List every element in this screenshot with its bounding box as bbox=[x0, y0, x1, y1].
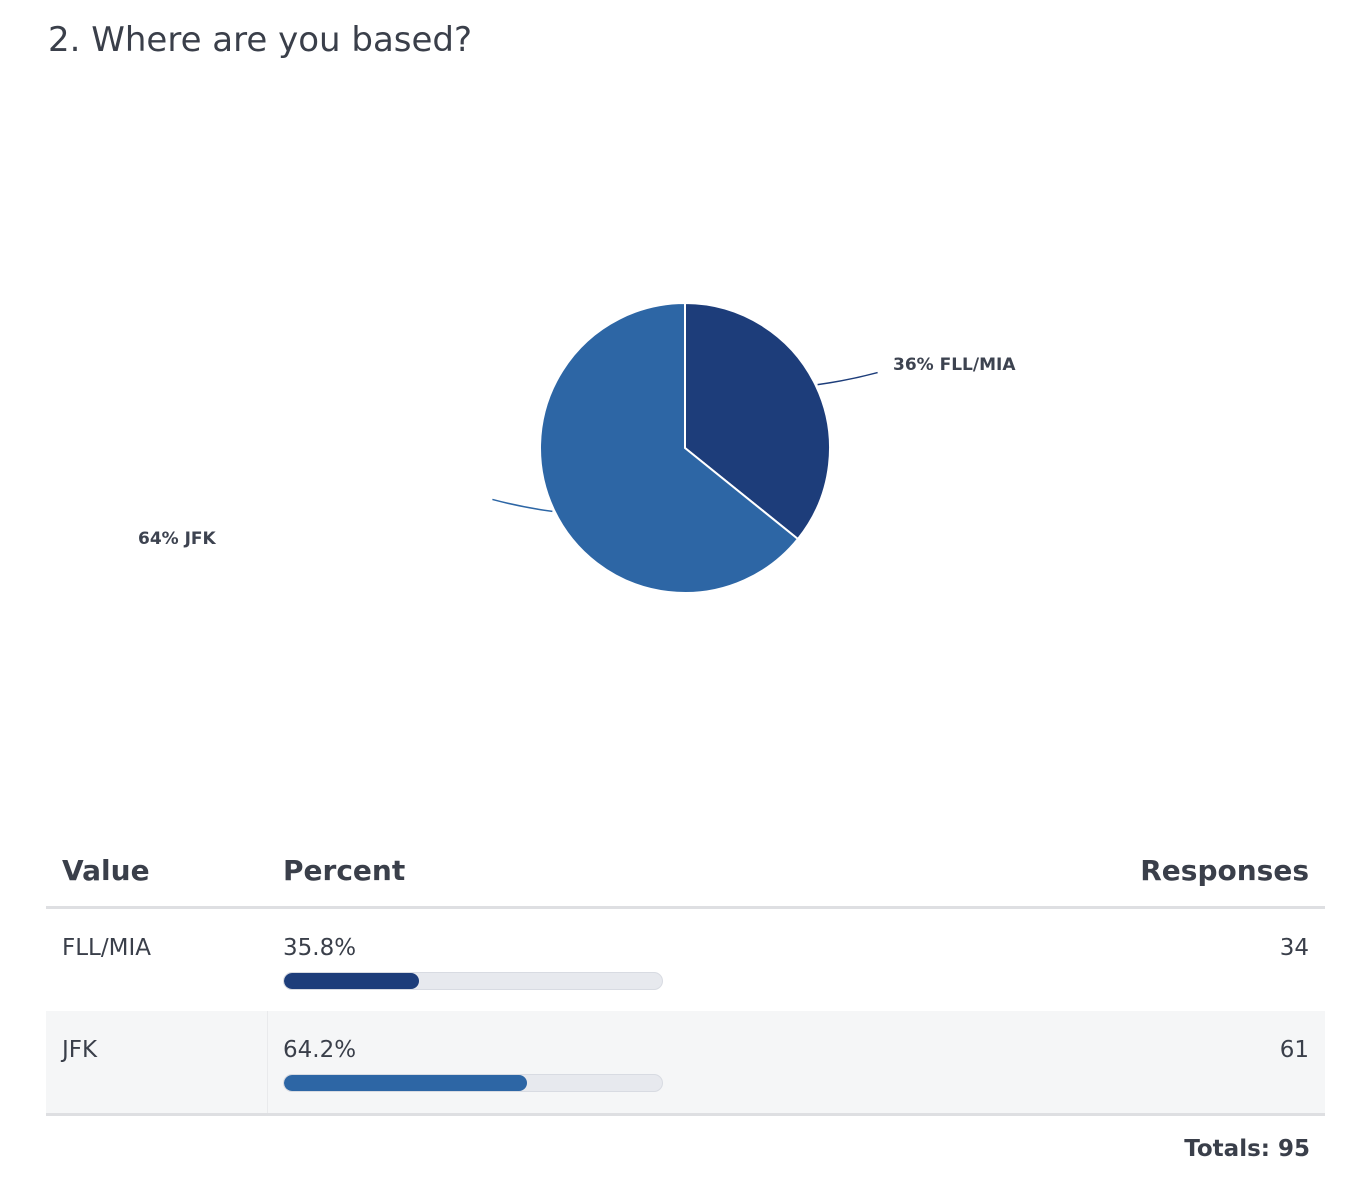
pie-label-fll-mia: 36% FLL/MIA bbox=[893, 355, 1016, 375]
question-title: 2. Where are you based? bbox=[48, 20, 473, 60]
leader-line-jfk bbox=[492, 498, 553, 513]
pie-label-jfk: 64% JFK bbox=[138, 529, 217, 549]
table-row: FLL/MIA 35.8% 34 bbox=[46, 909, 1325, 1011]
table-row: JFK 64.2% 61 bbox=[46, 1011, 1325, 1113]
row-responses: 61 bbox=[1279, 1037, 1309, 1063]
table-bottom-border bbox=[46, 1113, 1325, 1116]
row-responses: 34 bbox=[1279, 935, 1309, 961]
header-value: Value bbox=[62, 854, 150, 887]
leader-line-fll-mia bbox=[817, 371, 878, 386]
pie-slice-jfk bbox=[539, 301, 800, 594]
column-divider bbox=[267, 1011, 268, 1113]
pie-chart: 36% FLL/MIA 64% JFK bbox=[138, 301, 1016, 594]
percent-bar-fill bbox=[284, 973, 420, 989]
percent-bar bbox=[283, 1074, 663, 1092]
header-responses: Responses bbox=[1140, 854, 1309, 887]
header-percent: Percent bbox=[283, 854, 406, 887]
row-value: FLL/MIA bbox=[62, 935, 151, 961]
pie-slice-fll-mia bbox=[684, 301, 831, 541]
row-percent: 35.8% bbox=[283, 935, 357, 961]
results-table: Value Percent Responses FLL/MIA 35.8% 34… bbox=[46, 840, 1325, 1116]
totals: Totals: 95 bbox=[1184, 1136, 1310, 1162]
row-value: JFK bbox=[62, 1037, 98, 1063]
percent-bar bbox=[283, 972, 663, 990]
percent-bar-fill bbox=[284, 1075, 527, 1091]
table-header: Value Percent Responses bbox=[46, 840, 1325, 909]
row-percent: 64.2% bbox=[283, 1037, 357, 1063]
